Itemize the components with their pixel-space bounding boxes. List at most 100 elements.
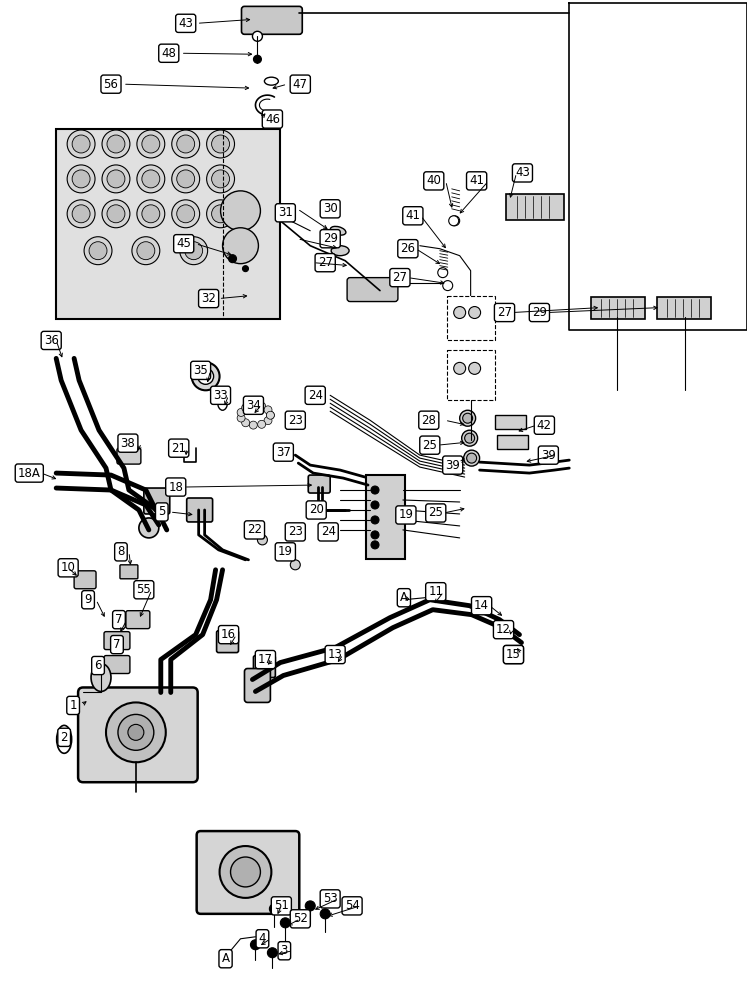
Text: 5: 5 <box>158 505 165 518</box>
Text: A: A <box>400 591 408 604</box>
Circle shape <box>449 216 459 226</box>
Bar <box>447 350 494 400</box>
Text: 8: 8 <box>117 545 125 558</box>
Circle shape <box>172 200 200 228</box>
Text: 10: 10 <box>61 561 76 574</box>
Circle shape <box>206 165 235 193</box>
Circle shape <box>251 940 260 950</box>
Text: 2: 2 <box>61 731 68 744</box>
Text: 48: 48 <box>162 47 177 60</box>
Circle shape <box>264 406 272 414</box>
Text: 38: 38 <box>120 437 135 450</box>
Circle shape <box>257 420 266 428</box>
Text: 24: 24 <box>307 389 322 402</box>
Text: 34: 34 <box>246 399 261 412</box>
Circle shape <box>443 281 453 291</box>
Circle shape <box>212 205 230 223</box>
Circle shape <box>450 216 460 226</box>
Circle shape <box>254 55 261 63</box>
Text: 15: 15 <box>506 648 521 661</box>
Circle shape <box>257 402 266 410</box>
Text: A: A <box>221 952 230 965</box>
Circle shape <box>89 242 107 260</box>
Text: 9: 9 <box>85 593 92 606</box>
Circle shape <box>280 918 290 928</box>
Text: 56: 56 <box>103 78 118 91</box>
Circle shape <box>371 516 379 524</box>
Text: 27: 27 <box>318 256 333 269</box>
FancyBboxPatch shape <box>104 656 130 674</box>
FancyBboxPatch shape <box>78 687 197 782</box>
Circle shape <box>469 362 481 374</box>
Text: 12: 12 <box>496 623 511 636</box>
Circle shape <box>107 170 125 188</box>
Text: 24: 24 <box>321 525 336 538</box>
Circle shape <box>454 362 466 374</box>
Circle shape <box>320 909 330 919</box>
Text: 52: 52 <box>292 912 307 925</box>
Circle shape <box>223 228 258 264</box>
Circle shape <box>464 450 479 466</box>
Circle shape <box>249 421 257 429</box>
Text: 26: 26 <box>400 242 415 255</box>
FancyBboxPatch shape <box>117 448 141 464</box>
Circle shape <box>469 307 481 319</box>
Circle shape <box>185 242 203 260</box>
Text: 22: 22 <box>247 523 262 536</box>
Ellipse shape <box>218 394 227 410</box>
Text: 4: 4 <box>259 932 266 945</box>
Text: 41: 41 <box>405 209 420 222</box>
Circle shape <box>172 130 200 158</box>
Circle shape <box>266 411 275 419</box>
Circle shape <box>118 714 154 750</box>
Circle shape <box>463 413 473 423</box>
FancyBboxPatch shape <box>308 475 330 493</box>
Circle shape <box>242 266 248 272</box>
Circle shape <box>107 205 125 223</box>
Circle shape <box>137 165 165 193</box>
Text: 28: 28 <box>421 414 436 427</box>
FancyBboxPatch shape <box>74 571 96 589</box>
Text: 41: 41 <box>469 174 484 187</box>
Text: 55: 55 <box>136 583 151 596</box>
FancyBboxPatch shape <box>254 656 275 678</box>
FancyBboxPatch shape <box>104 632 130 650</box>
Circle shape <box>177 135 194 153</box>
Text: 29: 29 <box>532 306 547 319</box>
Text: 19: 19 <box>278 545 292 558</box>
Circle shape <box>267 948 278 958</box>
Circle shape <box>172 165 200 193</box>
Text: 16: 16 <box>221 628 236 641</box>
Circle shape <box>197 368 214 384</box>
Ellipse shape <box>331 246 349 256</box>
Circle shape <box>371 486 379 494</box>
Circle shape <box>266 411 275 419</box>
Circle shape <box>242 404 250 412</box>
Text: 35: 35 <box>193 364 208 377</box>
FancyBboxPatch shape <box>494 415 527 429</box>
Text: 29: 29 <box>322 232 337 245</box>
Circle shape <box>212 135 230 153</box>
Text: 18A: 18A <box>18 467 40 480</box>
Circle shape <box>305 901 315 911</box>
FancyBboxPatch shape <box>497 435 528 449</box>
Text: 31: 31 <box>278 206 292 219</box>
Circle shape <box>67 165 95 193</box>
Text: 19: 19 <box>399 508 414 521</box>
Text: 46: 46 <box>265 113 280 126</box>
Ellipse shape <box>91 664 111 691</box>
Circle shape <box>237 408 245 416</box>
Text: 37: 37 <box>276 446 291 459</box>
Text: 18: 18 <box>168 481 183 494</box>
Text: 1: 1 <box>70 699 77 712</box>
Circle shape <box>106 702 166 762</box>
Circle shape <box>257 535 267 545</box>
Text: 7: 7 <box>113 638 120 651</box>
Circle shape <box>460 410 476 426</box>
Circle shape <box>249 401 257 409</box>
Text: 51: 51 <box>274 899 289 912</box>
FancyBboxPatch shape <box>217 631 239 653</box>
Text: 53: 53 <box>323 892 337 905</box>
Circle shape <box>67 130 95 158</box>
FancyBboxPatch shape <box>187 498 212 522</box>
